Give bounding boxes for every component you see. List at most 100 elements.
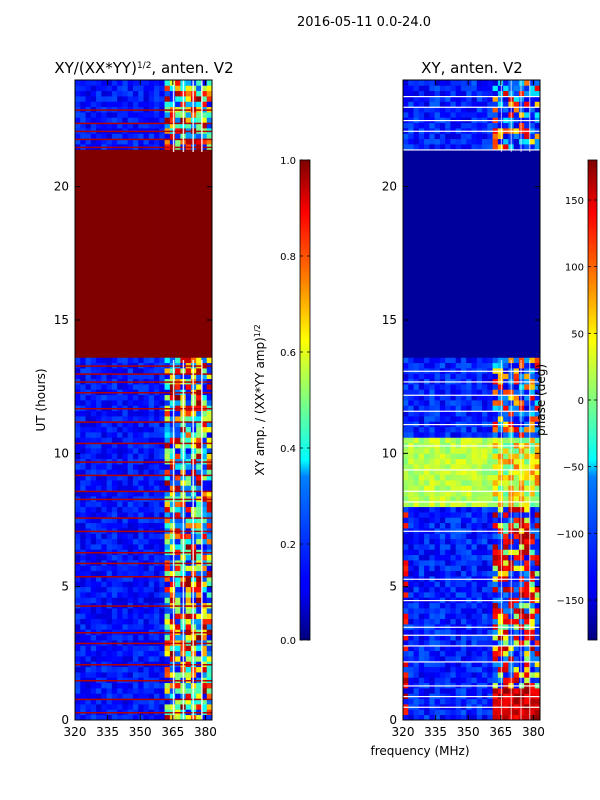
heatmap-cell (122, 554, 129, 561)
heatmap-cell (185, 133, 192, 140)
heatmap-cell (487, 394, 493, 401)
heatmap-cell (164, 186, 171, 193)
heatmap-cell (106, 469, 113, 476)
heatmap-cell (403, 384, 409, 390)
heatmap-cell (80, 101, 86, 108)
heatmap-cell (424, 586, 430, 593)
heatmap-cell (471, 410, 478, 417)
heatmap-cell (111, 154, 118, 161)
heatmap-cell (80, 432, 86, 438)
heatmap-cell (101, 490, 108, 497)
heatmap-cell (90, 202, 97, 209)
heatmap-cell (143, 698, 150, 705)
heatmap-cell (148, 522, 155, 529)
heatmap-cell (122, 517, 129, 524)
heatmap-cell (154, 506, 160, 513)
heatmap-cell (85, 464, 92, 470)
heatmap-cell (169, 176, 176, 182)
heatmap-cell (106, 650, 113, 657)
heatmap-cell (434, 656, 441, 662)
heatmap-cell (403, 501, 409, 508)
heatmap-cell (148, 704, 155, 710)
heatmap-cell (450, 629, 457, 636)
heatmap-cell (429, 432, 436, 438)
heatmap-cell (513, 474, 520, 481)
heatmap-cell (75, 341, 81, 348)
heatmap-cell (434, 640, 441, 646)
heatmap-cell (111, 117, 118, 124)
heatmap-cell (148, 304, 155, 310)
heatmap-cell (101, 186, 108, 193)
heatmap-cell (455, 453, 462, 460)
heatmap-cell (148, 421, 155, 428)
heatmap-cell (127, 554, 134, 561)
heatmap-cell (80, 613, 86, 620)
heatmap-cell (180, 176, 187, 182)
heatmap-cell (106, 688, 113, 694)
heatmap-cell (111, 501, 118, 508)
heatmap-cell (503, 437, 509, 444)
heatmap-cell (445, 448, 451, 454)
heatmap-cell (466, 458, 472, 465)
heatmap-cell (154, 325, 160, 332)
heatmap-cell (143, 160, 150, 166)
heatmap-cell (148, 325, 155, 332)
heatmap-cell (476, 656, 483, 662)
heatmap-cell (80, 133, 86, 140)
heatmap-cell (175, 682, 181, 689)
heatmap-cell (408, 496, 414, 502)
heatmap-cell (159, 480, 165, 486)
heatmap-cell (403, 485, 409, 492)
heatmap-cell (492, 400, 499, 406)
heatmap-cell (434, 602, 441, 609)
heatmap-cell (424, 501, 430, 508)
heatmap-cell (111, 176, 118, 182)
heatmap-cell (201, 277, 208, 284)
heatmap-cell (424, 522, 430, 529)
heatmap-cell (101, 202, 108, 209)
heatmap-cell (85, 186, 92, 193)
heatmap-cell (159, 325, 165, 332)
heatmap-cell (96, 133, 102, 140)
heatmap-cell (164, 181, 171, 188)
flag-line (75, 664, 212, 666)
heatmap-cell (529, 517, 536, 524)
heatmap-cell (487, 565, 493, 572)
heatmap-cell (492, 661, 499, 668)
heatmap-cell (80, 656, 86, 662)
heatmap-cell (169, 581, 176, 588)
heatmap-cell (80, 256, 86, 262)
heatmap-cell (159, 421, 165, 428)
heatmap-cell (445, 512, 451, 518)
heatmap-cell (111, 384, 118, 390)
heatmap-cell (101, 208, 108, 214)
heatmap-cell (164, 256, 171, 262)
heatmap-cell (201, 272, 208, 278)
heatmap-cell (534, 357, 540, 364)
heatmap-cell (132, 186, 139, 193)
heatmap-cell (148, 469, 155, 476)
heatmap-cell (164, 384, 171, 390)
heatmap-cell (132, 437, 139, 444)
heatmap-cell (429, 490, 436, 497)
heatmap-cell (96, 570, 102, 577)
heatmap-cell (403, 506, 409, 513)
heatmap-cell (169, 613, 176, 620)
heatmap-cell (117, 160, 123, 166)
heatmap-cell (132, 298, 139, 305)
heatmap-cell (434, 565, 441, 572)
heatmap-cell (101, 432, 108, 438)
heatmap-cell (518, 437, 525, 444)
heatmap-cell (492, 522, 499, 529)
heatmap-cell (513, 549, 520, 556)
heatmap-cell (122, 698, 129, 705)
heatmap-cell (164, 314, 171, 321)
heatmap-cell (122, 277, 129, 284)
heatmap-cell (492, 544, 499, 550)
heatmap-cell (471, 480, 478, 486)
heatmap-cell (80, 517, 86, 524)
heatmap-cell (122, 565, 129, 572)
heatmap-cell (403, 448, 409, 454)
heatmap-cell (90, 96, 97, 102)
heatmap-cell (154, 480, 160, 486)
